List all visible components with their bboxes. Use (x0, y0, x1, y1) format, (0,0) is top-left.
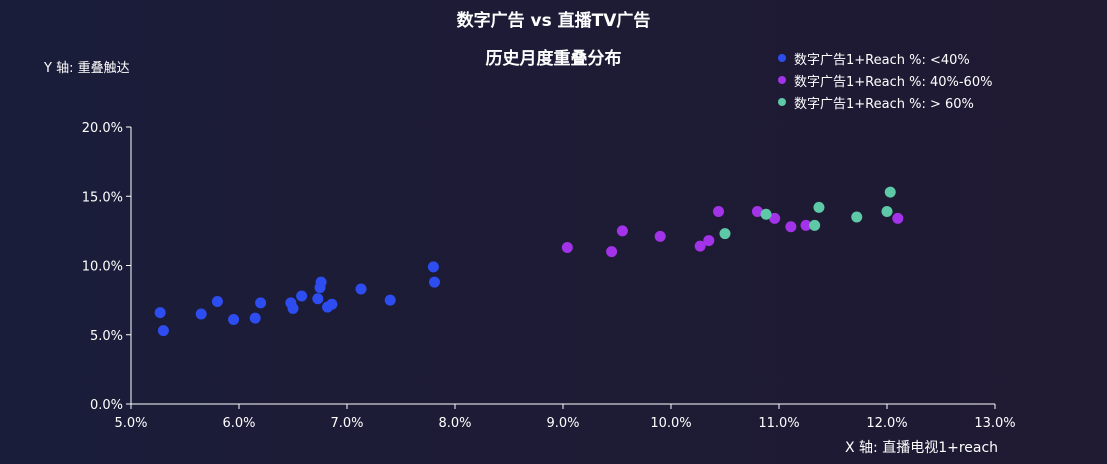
y-axis-label: Y 轴: 重叠触达 (44, 61, 130, 76)
series-mid-point (800, 219, 812, 231)
x-axis-label: X 轴: 直播电视1+reach (845, 440, 999, 456)
legend-item-low[interactable]: 数字广告1+Reach %: <40% (778, 47, 992, 69)
series-low-point (384, 294, 396, 306)
series-mid-point (785, 221, 797, 233)
legend-marker-low (778, 54, 786, 62)
series-low-point (355, 283, 367, 295)
legend-item-high[interactable]: 数字广告1+Reach %: > 60% (778, 91, 992, 113)
chart-subtitle: 历史月度重叠分布 (485, 49, 622, 69)
series-low-point (195, 308, 207, 320)
x-tick-label: 13.0% (974, 416, 1015, 431)
x-tick-label: 7.0% (330, 416, 363, 431)
series-low-point (287, 302, 299, 314)
series-low-point (312, 293, 324, 305)
series-low-point (296, 290, 308, 302)
x-tick-label: 12.0% (866, 416, 907, 431)
x-tick-label: 9.0% (546, 416, 579, 431)
series-high-point (760, 208, 772, 220)
series-mid-point (703, 235, 715, 247)
series-mid-point (654, 230, 666, 242)
legend-item-mid[interactable]: 数字广告1+Reach %: 40%-60% (778, 69, 992, 91)
series-low-point (228, 314, 240, 326)
y-tick-label: 0.0% (90, 398, 123, 413)
series-mid-point (751, 205, 763, 217)
series-low-point (255, 297, 267, 309)
legend: 数字广告1+Reach %: <40% 数字广告1+Reach %: 40%-6… (778, 47, 992, 113)
legend-label-high: 数字广告1+Reach %: > 60% (794, 96, 974, 112)
series-mid-point (561, 241, 573, 253)
x-tick-label: 5.0% (114, 416, 147, 431)
series-high-point (719, 228, 731, 240)
y-tick-label: 20.0% (82, 121, 123, 136)
series-high-point (881, 205, 893, 217)
series-low-point (154, 307, 166, 319)
y-tick-label: 5.0% (90, 329, 123, 344)
y-tick-label: 10.0% (82, 260, 123, 275)
series-low-point (326, 298, 338, 310)
series-low-point (315, 276, 327, 288)
chart-title: 数字广告 vs 直播TV广告 (456, 11, 651, 31)
x-tick-label: 6.0% (222, 416, 255, 431)
series-mid-point (769, 212, 781, 224)
legend-marker-mid (778, 76, 786, 84)
legend-label-mid: 数字广告1+Reach %: 40%-60% (794, 74, 993, 90)
x-tick-label: 8.0% (438, 416, 471, 431)
series-low-point (211, 296, 223, 308)
series-low-point (157, 325, 169, 337)
legend-label-low: 数字广告1+Reach %: <40% (794, 52, 970, 68)
series-mid-point (892, 212, 904, 224)
x-tick-label: 11.0% (758, 416, 799, 431)
series-mid-point (616, 225, 628, 237)
series-high-point (809, 219, 821, 231)
series-mid-point (713, 205, 725, 217)
series-low-point (427, 261, 439, 273)
series-low-point (249, 312, 261, 324)
series-high-point (813, 201, 825, 213)
series-low-point (428, 276, 440, 288)
series-mid-point (694, 240, 706, 252)
legend-marker-high (778, 98, 786, 106)
x-tick-label: 10.0% (650, 416, 691, 431)
series-mid-point (606, 246, 618, 258)
series-high-point (884, 186, 896, 198)
series-high-point (851, 211, 863, 223)
y-tick-label: 15.0% (82, 190, 123, 205)
